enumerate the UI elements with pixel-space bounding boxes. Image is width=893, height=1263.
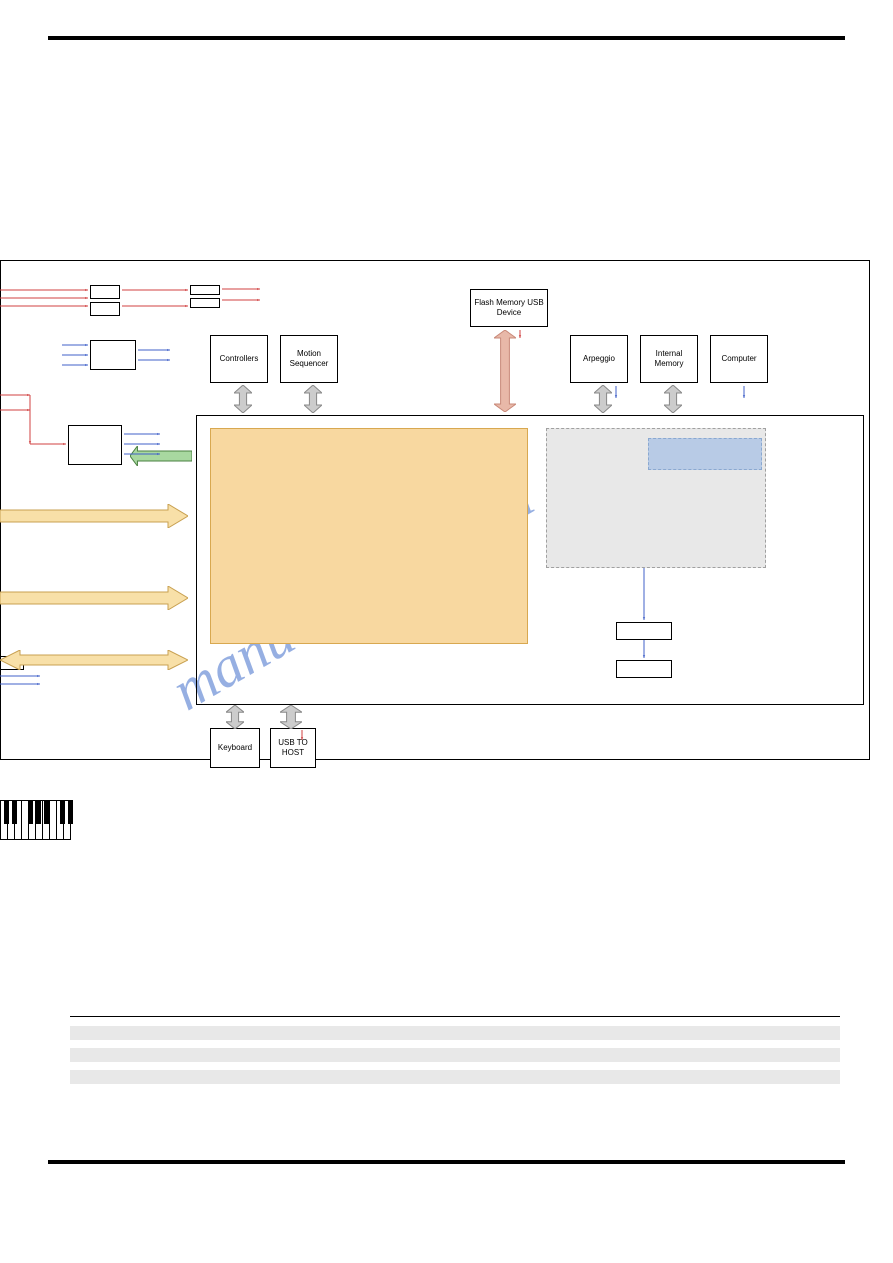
box-out_assign bbox=[90, 340, 136, 370]
table-row bbox=[70, 1026, 840, 1040]
box-computer: Computer bbox=[710, 335, 768, 383]
thin-arrow bbox=[120, 450, 164, 458]
box-out_main_r bbox=[190, 298, 220, 308]
arrow-vertical bbox=[226, 705, 244, 729]
arrow-vertical bbox=[304, 385, 322, 413]
thin-arrow bbox=[0, 672, 44, 680]
thin-arrow bbox=[612, 382, 620, 402]
thin-arrow bbox=[218, 296, 264, 304]
box-usb_to_host: USB TO HOST bbox=[270, 728, 316, 768]
arrow-horizontal bbox=[0, 586, 188, 610]
table-row bbox=[70, 1070, 840, 1084]
box-ad_l bbox=[90, 285, 120, 299]
box-ad_r bbox=[90, 302, 120, 316]
arrow-vertical bbox=[594, 385, 612, 413]
table-header-rule bbox=[70, 1016, 840, 1017]
arrow-vertical bbox=[664, 385, 682, 413]
keyboard-icon bbox=[0, 800, 82, 840]
thin-arrow bbox=[0, 286, 92, 294]
thin-arrow bbox=[0, 680, 44, 688]
thin-arrow bbox=[58, 361, 92, 369]
box-out_main_l bbox=[190, 285, 220, 295]
thin-arrow bbox=[0, 302, 92, 310]
thin-arrow bbox=[516, 326, 524, 342]
thin-arrow bbox=[134, 356, 174, 364]
thin-arrow bbox=[58, 351, 92, 359]
box-internal_mem: Internal Memory bbox=[640, 335, 698, 383]
thin-arrow bbox=[26, 440, 70, 448]
thin-arrow bbox=[640, 564, 648, 624]
page: manualshive.com ControllersMotion Sequen… bbox=[0, 0, 893, 1263]
box-arpeggio: Arpeggio bbox=[570, 335, 628, 383]
thin-arrow bbox=[218, 285, 264, 293]
thin-arrow bbox=[120, 430, 164, 438]
box-controllers: Controllers bbox=[210, 335, 268, 383]
thin-arrow bbox=[740, 382, 748, 402]
box-usb_device: Flash Memory USB Device bbox=[470, 289, 548, 327]
thin-arrow bbox=[298, 726, 306, 744]
arrow-horizontal bbox=[0, 650, 188, 670]
thin-arrow bbox=[640, 636, 648, 662]
thin-arrow bbox=[120, 440, 164, 448]
thin-arrow bbox=[58, 341, 92, 349]
tone-generator-block bbox=[210, 428, 528, 644]
arrow-vertical bbox=[234, 385, 252, 413]
thin-arrow bbox=[118, 286, 192, 294]
thin-arrow bbox=[118, 302, 192, 310]
arrow-horizontal bbox=[0, 504, 188, 528]
top-rule bbox=[48, 36, 845, 40]
box-motion_seq: Motion Sequencer bbox=[280, 335, 338, 383]
thin-arrow bbox=[134, 346, 174, 354]
thin-arrow bbox=[0, 294, 92, 302]
box-keyboard: Keyboard bbox=[210, 728, 260, 768]
song-block bbox=[648, 438, 762, 470]
arrow-vertical bbox=[494, 330, 516, 412]
box-midi_in bbox=[68, 425, 122, 465]
box-seq_b bbox=[616, 660, 672, 678]
bottom-rule bbox=[48, 1160, 845, 1164]
table-row bbox=[70, 1048, 840, 1062]
